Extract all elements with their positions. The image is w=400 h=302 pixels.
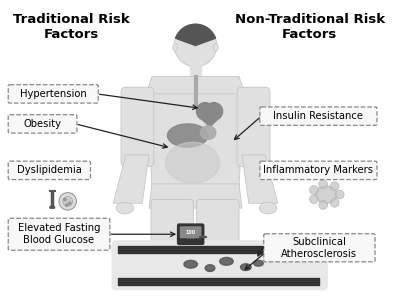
FancyBboxPatch shape [8, 85, 98, 103]
FancyBboxPatch shape [121, 87, 154, 166]
Ellipse shape [173, 43, 178, 51]
Ellipse shape [166, 142, 220, 183]
Text: Inflammatory Markers: Inflammatory Markers [264, 165, 374, 175]
Ellipse shape [184, 260, 198, 268]
Circle shape [59, 193, 76, 210]
Polygon shape [242, 155, 278, 203]
FancyBboxPatch shape [264, 234, 375, 262]
FancyBboxPatch shape [8, 218, 110, 250]
Circle shape [319, 201, 328, 209]
Circle shape [68, 202, 71, 204]
Text: Non-Traditional Risk
Factors: Non-Traditional Risk Factors [235, 13, 385, 40]
FancyBboxPatch shape [8, 115, 77, 133]
Ellipse shape [254, 260, 263, 266]
Circle shape [310, 195, 318, 204]
Circle shape [174, 24, 217, 67]
Wedge shape [50, 206, 55, 208]
Text: Subclinical
Atherosclerosis: Subclinical Atherosclerosis [281, 237, 357, 259]
Circle shape [205, 103, 223, 120]
Wedge shape [176, 24, 216, 46]
Ellipse shape [316, 186, 337, 203]
Ellipse shape [168, 124, 208, 147]
Polygon shape [113, 155, 149, 203]
FancyBboxPatch shape [180, 227, 201, 238]
Circle shape [310, 185, 318, 194]
Ellipse shape [116, 202, 134, 214]
Circle shape [335, 190, 344, 199]
Circle shape [330, 198, 339, 207]
Circle shape [330, 182, 339, 191]
Circle shape [319, 180, 328, 188]
FancyBboxPatch shape [112, 241, 327, 289]
Text: Elevated Fasting
Blood Glucose: Elevated Fasting Blood Glucose [18, 223, 100, 245]
Text: Insulin Resistance: Insulin Resistance [274, 111, 364, 121]
Text: Obesity: Obesity [24, 119, 62, 129]
Circle shape [66, 204, 68, 206]
Circle shape [196, 103, 214, 120]
FancyBboxPatch shape [178, 224, 204, 244]
Text: Dyslipidemia: Dyslipidemia [17, 165, 82, 175]
Ellipse shape [205, 265, 215, 271]
Ellipse shape [200, 126, 216, 140]
Ellipse shape [259, 202, 277, 214]
Text: 100: 100 [186, 230, 196, 235]
Polygon shape [198, 115, 222, 127]
FancyBboxPatch shape [260, 161, 377, 180]
Ellipse shape [240, 264, 251, 271]
Circle shape [63, 197, 72, 206]
FancyBboxPatch shape [151, 199, 194, 260]
Ellipse shape [214, 43, 218, 51]
Text: Traditional Risk
Factors: Traditional Risk Factors [13, 13, 130, 40]
FancyBboxPatch shape [260, 107, 377, 125]
FancyBboxPatch shape [196, 199, 239, 260]
FancyBboxPatch shape [237, 87, 270, 166]
Polygon shape [149, 184, 242, 208]
FancyBboxPatch shape [8, 161, 90, 180]
Text: Hypertension: Hypertension [20, 89, 87, 99]
Ellipse shape [220, 258, 233, 265]
Polygon shape [145, 76, 246, 97]
Circle shape [64, 198, 66, 201]
Text: - - -: - - - [187, 236, 194, 240]
Bar [190, 65, 201, 76]
Polygon shape [147, 94, 244, 187]
